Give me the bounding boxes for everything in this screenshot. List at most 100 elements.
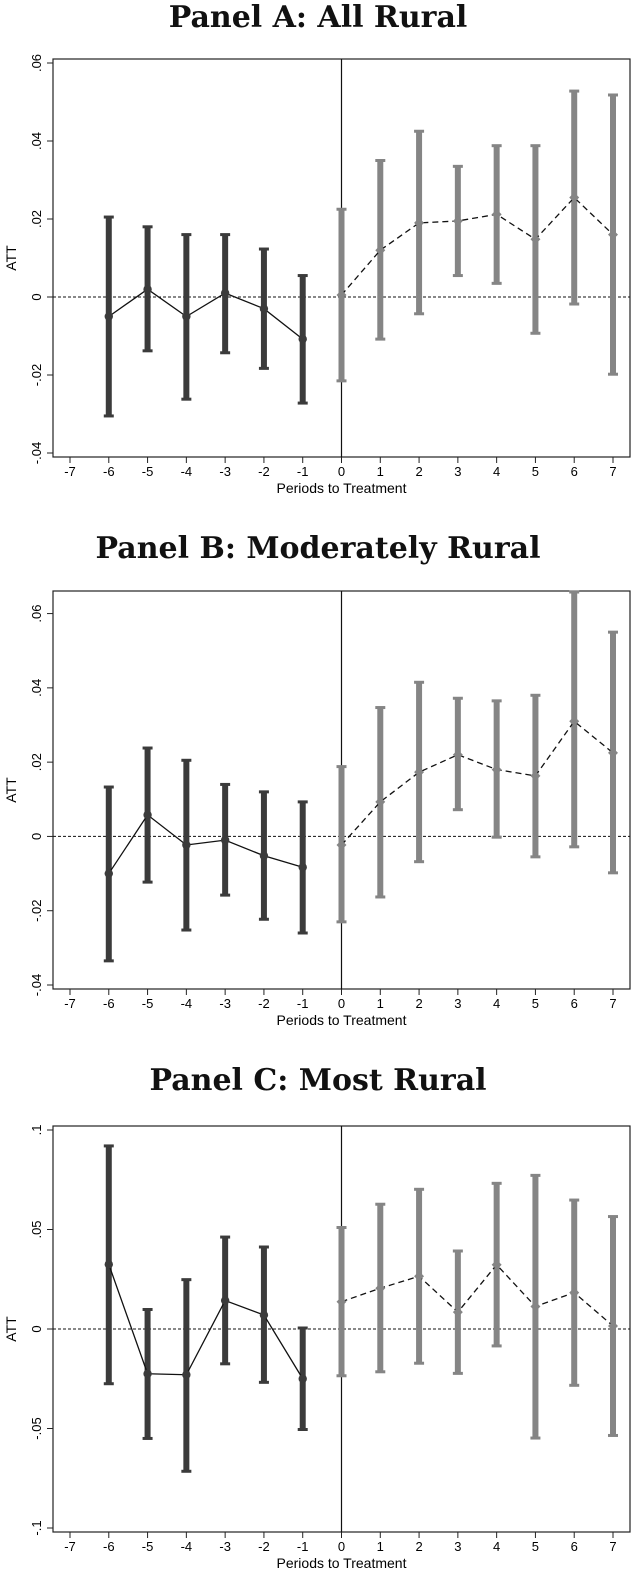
chart1-xtick-label-10: 3	[454, 996, 461, 1011]
chart1-pre-point-4	[259, 851, 269, 860]
chart0-xtick-label-13: 6	[571, 464, 578, 479]
chart1-ytick-label-0: -.04	[29, 974, 44, 996]
chart1-xtick-label-14: 7	[609, 996, 616, 1011]
chart2-pre-point-5	[298, 1374, 307, 1383]
chart0-post-line	[341, 196, 614, 296]
chart1-post-point-0	[336, 839, 347, 850]
chart2-xtick-label-8: 1	[377, 1539, 384, 1554]
chart1-post-point-1	[375, 796, 386, 807]
chart0-xtick-label-0: -7	[64, 464, 76, 479]
chart2-y-axis-title: ATT	[3, 1316, 19, 1342]
chart2-post-point-4	[491, 1259, 502, 1270]
chart1-pre-point-1	[143, 810, 152, 820]
chart2-ytick-label-3: .05	[29, 1220, 44, 1238]
chart1-post-point-6	[569, 716, 580, 727]
chart2-xtick-label-9: 2	[415, 1539, 422, 1554]
chart0-ytick-label-4: .04	[29, 132, 44, 150]
chart1-pre-line	[108, 813, 303, 874]
chart1-pre-point-3	[220, 835, 230, 845]
chart2-xtick-label-3: -4	[181, 1539, 193, 1554]
chart1-xtick-label-13: 6	[571, 996, 578, 1011]
chart0-xtick-label-3: -4	[181, 464, 193, 479]
chart2-post-line	[341, 1263, 614, 1327]
chart1-xtick-label-9: 2	[415, 996, 422, 1011]
chart1-pre-point-2	[182, 840, 191, 850]
chart0-xtick-label-5: -2	[258, 464, 270, 479]
chart0-xtick-label-11: 4	[493, 464, 500, 479]
chart1-ytick-label-5: .06	[29, 605, 44, 623]
chart1-ytick-label-1: -.02	[29, 900, 44, 922]
chart2-xtick-label-5: -2	[258, 1539, 270, 1554]
chart2-xtick-label-6: -1	[297, 1539, 309, 1554]
chart0-xtick-label-9: 2	[415, 464, 422, 479]
chart1-xtick-label-0: -7	[64, 996, 76, 1011]
chart0-post-point-5	[530, 234, 541, 245]
chart0-post-point-0	[336, 290, 347, 301]
chart1-xtick-label-5: -2	[258, 996, 270, 1011]
chart0-ytick-label-2: 0	[29, 293, 44, 300]
chart0-xtick-label-7: 0	[338, 464, 345, 479]
chart2-x-axis-title: Periods to Treatment	[277, 1555, 407, 1571]
chart0-xtick-label-8: 1	[377, 464, 384, 479]
chart0-post-point-4	[491, 209, 502, 220]
chart0-ytick-label-0: -.04	[29, 442, 44, 464]
chart1-post-point-2	[414, 767, 425, 778]
chart2-post-point-0	[336, 1296, 347, 1307]
chart0-xtick-label-4: -3	[219, 464, 231, 479]
chart0-xtick-label-14: 7	[609, 464, 616, 479]
chart1-x-axis-title: Periods to Treatment	[277, 1012, 407, 1028]
panel-c-title: Panel C: Most Rural	[149, 1063, 487, 1098]
chart0-post-point-2	[414, 217, 425, 228]
chart2-pre-point-2	[182, 1370, 191, 1379]
chart2-xtick-label-13: 6	[571, 1539, 578, 1554]
chart2-xtick-label-14: 7	[609, 1539, 616, 1554]
chart2-pre-point-1	[143, 1369, 152, 1378]
chart2-post-point-1	[375, 1283, 386, 1294]
chart1-pre-point-0	[104, 869, 113, 878]
chart2-xtick-label-7: 0	[338, 1539, 345, 1554]
panel-a-chart: -.04 -.02 0 .02 .04 .06 ATT -7 -6 -5 -4 -3 -2 -1 0 1 2 3 4…	[3, 54, 631, 496]
chart0-ytick-label-3: .02	[29, 210, 44, 228]
chart1-xtick-label-8: 1	[377, 996, 384, 1011]
chart0-pre-point-1	[143, 285, 152, 294]
chart2-xtick-label-10: 3	[454, 1539, 461, 1554]
chart1-pre-point-5	[298, 863, 307, 872]
chart0-xtick-label-6: -1	[297, 464, 309, 479]
chart1-ytick-label-3: .02	[29, 753, 44, 771]
chart1-post-point-4	[491, 764, 502, 775]
chart1-post-point-3	[452, 749, 463, 760]
chart1-xtick-label-11: 4	[493, 996, 500, 1011]
chart2-xtick-label-0: -7	[64, 1539, 76, 1554]
chart2-ytick-label-1: -.05	[29, 1417, 44, 1439]
chart2-pre-point-0	[104, 1260, 113, 1269]
chart2-post-point-2	[414, 1271, 425, 1282]
chart1-ytick-label-2: 0	[29, 833, 44, 840]
panel-b-title: Panel B: Moderately Rural	[95, 531, 541, 566]
chart0-post-point-3	[452, 215, 463, 226]
chart0-post-point-1	[375, 245, 386, 256]
chart1-xtick-label-7: 0	[338, 996, 345, 1011]
chart2-post-point-7	[608, 1321, 618, 1332]
chart0-ytick-label-5: .06	[29, 54, 44, 72]
chart2-xtick-label-1: -6	[103, 1539, 115, 1554]
chart1-xtick-label-3: -4	[181, 996, 193, 1011]
chart2-xtick-label-12: 5	[532, 1539, 539, 1554]
chart2-pre-line	[108, 1264, 304, 1380]
chart2-ytick-label-2: 0	[29, 1325, 44, 1332]
chart1-xtick-label-4: -3	[219, 996, 231, 1011]
chart0-xtick-label-10: 3	[454, 464, 461, 479]
chart2-pre-point-3	[220, 1296, 230, 1305]
chart0-pre-point-2	[182, 312, 191, 321]
chart0-ytick-label-1: -.02	[29, 364, 44, 386]
chart0-pre-point-5	[298, 334, 307, 344]
chart0-pre-point-0	[104, 312, 113, 321]
chart0-pre-point-3	[220, 288, 230, 298]
chart0-pre-line	[108, 288, 304, 340]
chart1-xtick-label-12: 5	[532, 996, 539, 1011]
chart1-ytick-label-4: .04	[29, 679, 44, 697]
chart0-post-point-7	[608, 229, 618, 240]
chart0-pre-point-4	[259, 304, 269, 313]
chart1-post-point-7	[608, 747, 618, 758]
chart2-xtick-label-4: -3	[219, 1539, 231, 1554]
chart0-xtick-label-1: -6	[103, 464, 115, 479]
